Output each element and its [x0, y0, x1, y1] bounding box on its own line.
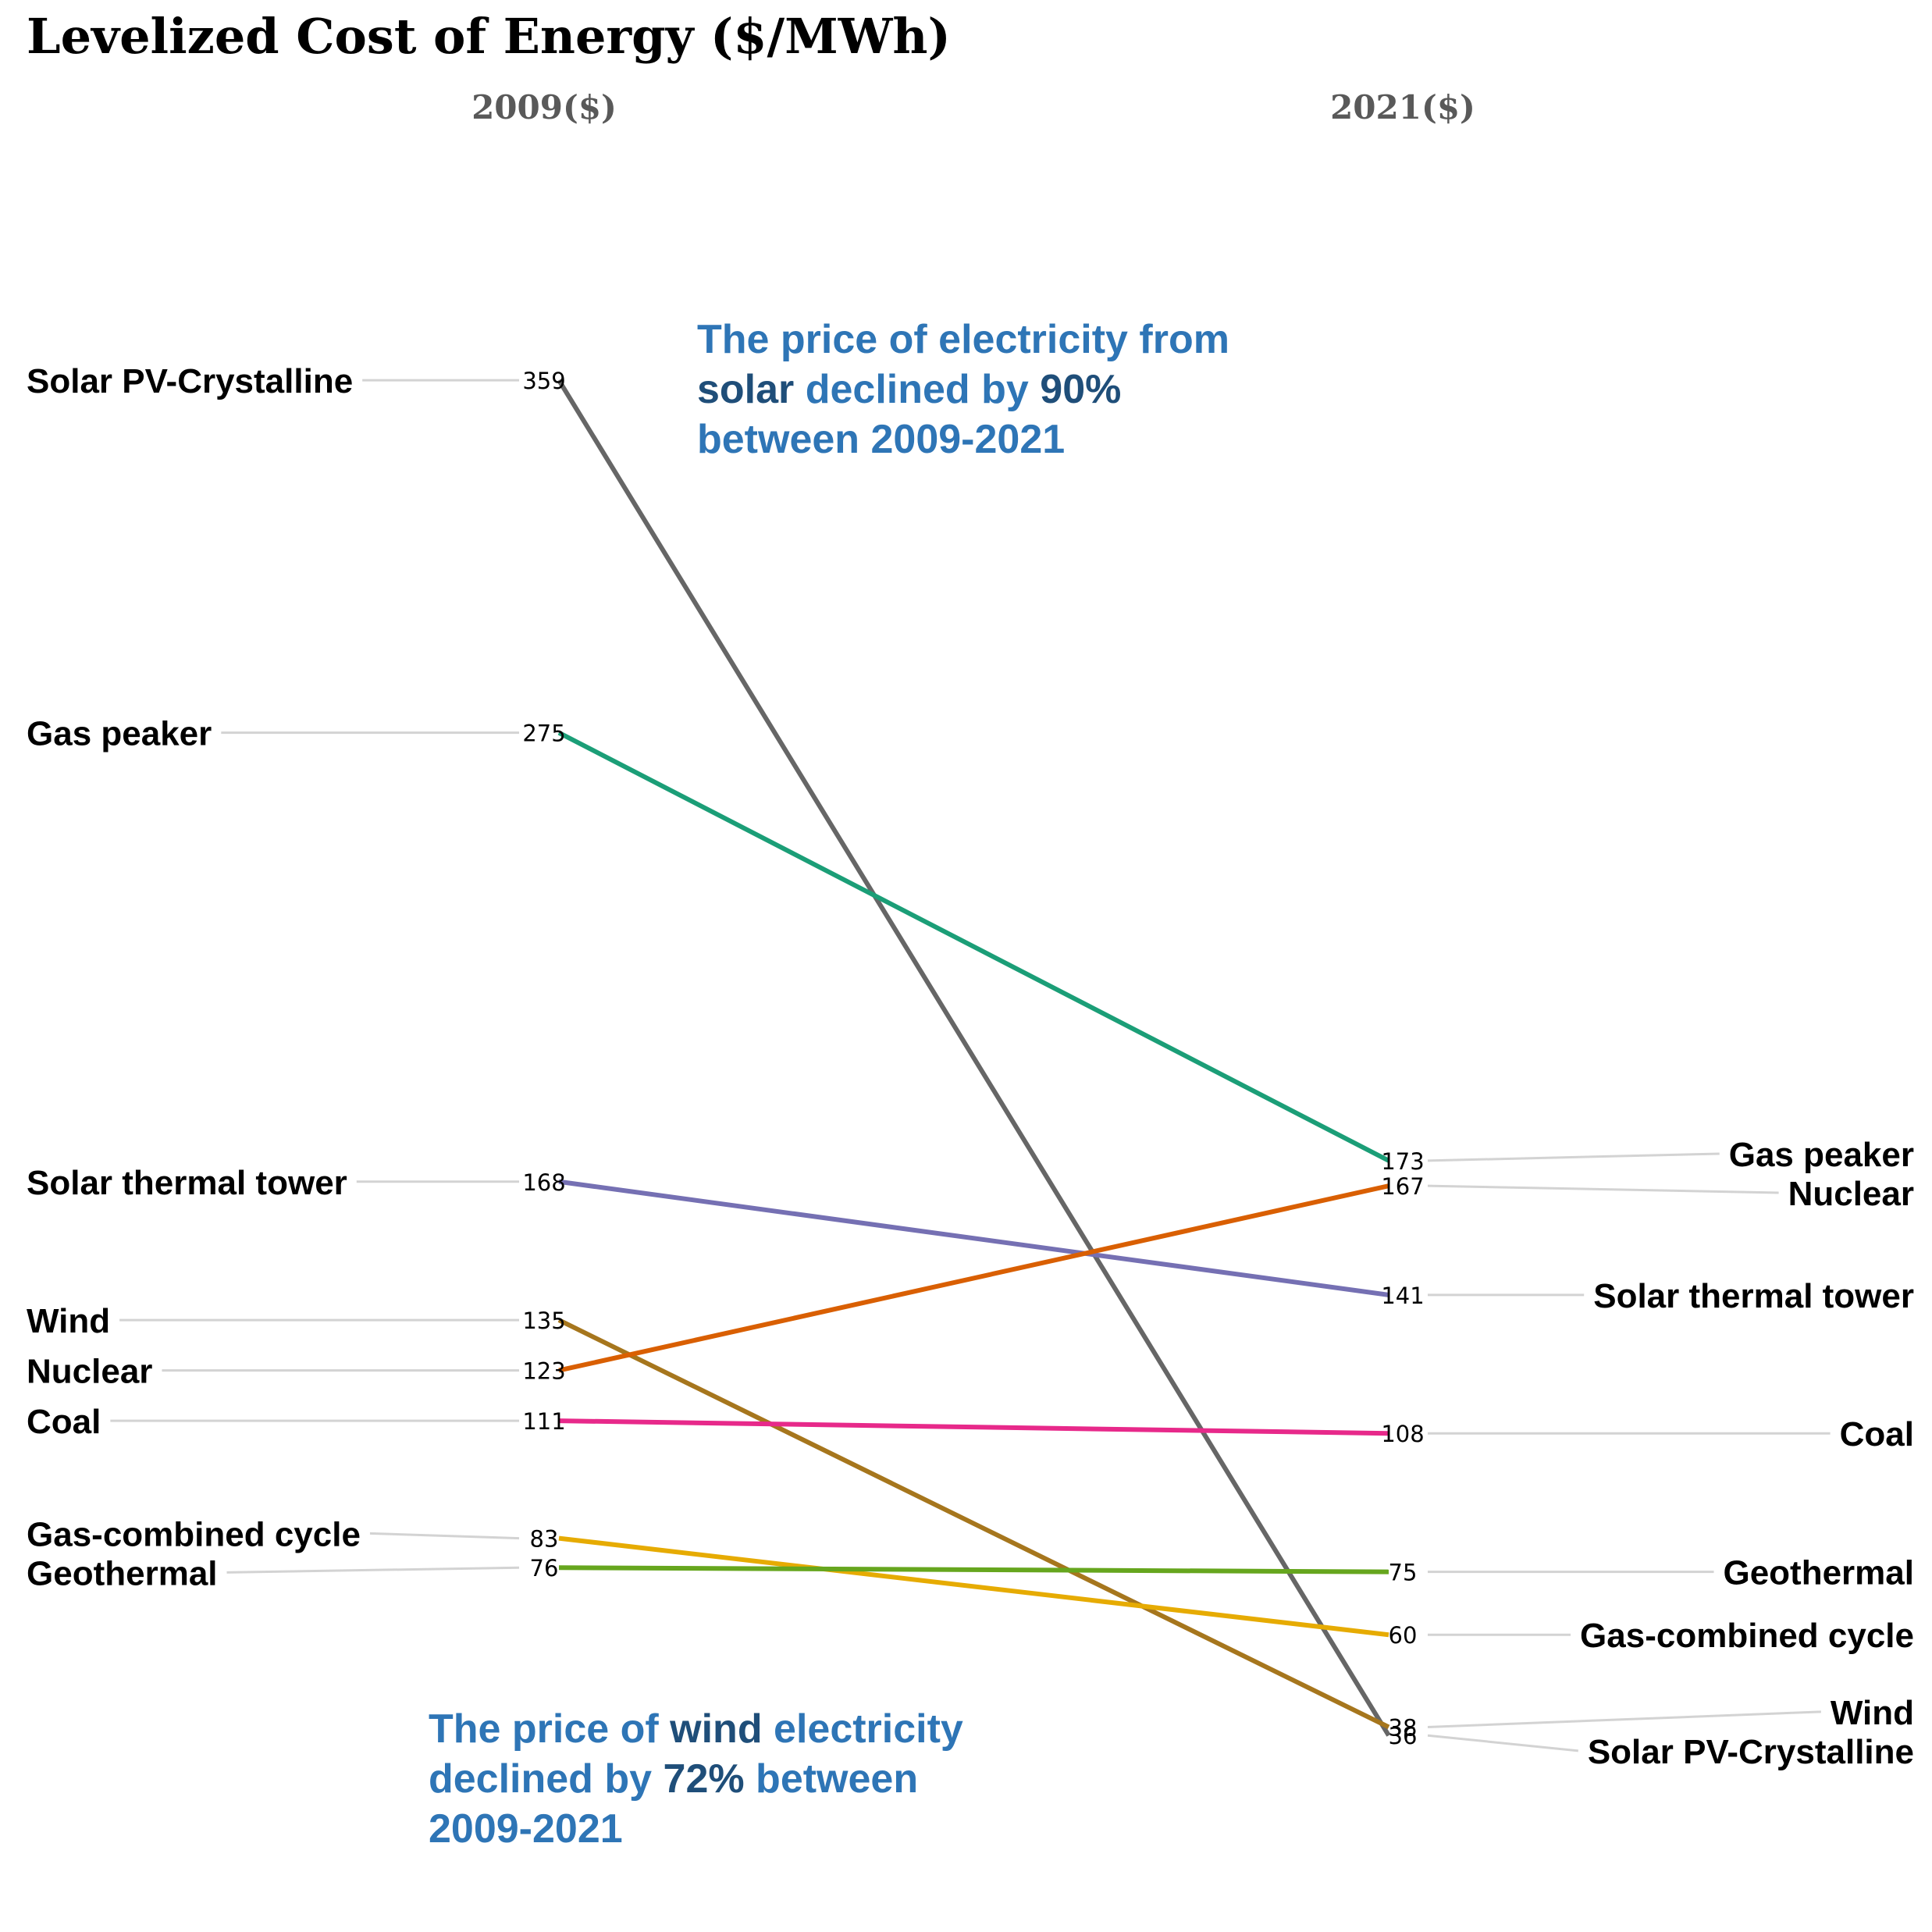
right-connector-nuclear — [1427, 1184, 1779, 1194]
slope-line-nuclear — [558, 1183, 1389, 1373]
right-value-gas-peaker: 173 — [1381, 1148, 1424, 1175]
column-header-2021: 2021($) — [1330, 88, 1475, 126]
right-value-solar-thermal-tower: 141 — [1381, 1283, 1424, 1309]
right-connector-solar-pv-crystalline — [1427, 1734, 1578, 1752]
annotation-solar-segment: solar — [697, 367, 794, 412]
annotation-solar: The price of electricity from solar decli… — [697, 317, 1229, 462]
right-connector-gas-peaker — [1427, 1152, 1720, 1162]
slope-line-geothermal — [558, 1565, 1389, 1574]
left-label-gas-combined-cycle: Gas-combined cycle — [27, 1515, 361, 1553]
right-value-coal: 108 — [1381, 1421, 1424, 1447]
annotation-wind-segment: declined by — [429, 1756, 664, 1802]
slope-line-coal — [558, 1418, 1389, 1436]
right-value-geothermal: 75 — [1389, 1560, 1418, 1586]
slope-line-wind — [557, 1318, 1390, 1730]
left-connector-gas-combined-cycle — [369, 1532, 520, 1540]
right-label-coal: Coal — [1840, 1415, 1914, 1453]
annotation-solar-segment: between 2009-2021 — [697, 417, 1065, 462]
annotation-solar-segment: 90% — [1040, 367, 1121, 412]
annotation-wind-segment: 2009-2021 — [429, 1806, 623, 1852]
annotation-wind-segment: electricity — [763, 1706, 963, 1752]
left-value-nuclear: 123 — [522, 1358, 565, 1385]
left-label-gas-peaker: Gas peaker — [27, 715, 212, 753]
right-value-solar-pv-crystalline: 36 — [1389, 1723, 1418, 1749]
annotation-wind-segment: 72% — [664, 1756, 745, 1802]
left-value-wind: 135 — [522, 1308, 565, 1334]
column-header-2009: 2009($) — [471, 88, 617, 126]
right-value-wind: 38 — [1389, 1714, 1418, 1741]
right-connector-wind — [1427, 1710, 1821, 1728]
left-value-geothermal: 76 — [530, 1555, 559, 1582]
left-value-gas-combined-cycle: 83 — [530, 1526, 559, 1553]
labels: Solar PV-Crystalline 359 36 Solar PV-Crysta… — [27, 362, 1914, 1771]
slope-line-gas-combined-cycle — [558, 1535, 1389, 1638]
right-label-nuclear: Nuclear — [1788, 1175, 1914, 1213]
annotation-wind-segment: The price of — [429, 1706, 670, 1752]
slope-line-gas-peaker — [557, 730, 1390, 1163]
right-label-solar-pv-crystalline: Solar PV-Crystalline — [1588, 1733, 1914, 1771]
left-connector-geothermal — [226, 1566, 520, 1574]
right-label-gas-combined-cycle: Gas-combined cycle — [1580, 1617, 1914, 1655]
left-label-solar-pv-crystalline: Solar PV-Crystalline — [27, 362, 353, 400]
left-label-wind: Wind — [27, 1302, 110, 1340]
right-label-wind: Wind — [1831, 1694, 1914, 1732]
label-connectors — [110, 379, 1831, 1752]
left-label-geothermal: Geothermal — [27, 1554, 218, 1592]
right-label-gas-peaker: Gas peaker — [1729, 1136, 1914, 1174]
right-value-nuclear: 167 — [1381, 1173, 1424, 1200]
right-value-gas-combined-cycle: 60 — [1389, 1622, 1418, 1649]
left-label-nuclear: Nuclear — [27, 1353, 152, 1391]
left-value-coal: 111 — [522, 1408, 565, 1435]
left-value-gas-peaker: 275 — [522, 720, 565, 747]
slope-lines — [557, 379, 1391, 1737]
left-label-solar-thermal-tower: Solar thermal tower — [27, 1164, 347, 1202]
left-value-solar-pv-crystalline: 359 — [522, 368, 565, 394]
right-label-solar-thermal-tower: Solar thermal tower — [1593, 1277, 1914, 1315]
annotations: The price of electricity from solar decli… — [429, 317, 1229, 1852]
left-label-coal: Coal — [27, 1403, 101, 1441]
left-value-solar-thermal-tower: 168 — [522, 1169, 565, 1196]
annotation-wind-segment: wind — [669, 1706, 762, 1752]
annotation-solar-segment: declined by — [794, 367, 1040, 412]
annotation-wind-segment: between — [745, 1756, 919, 1802]
slope-line-solar-pv-crystalline — [557, 379, 1391, 1737]
chart-title: Levelized Cost of Energy ($/MWh) — [27, 8, 951, 65]
annotation-wind: The price of wind electricity declined by… — [429, 1706, 963, 1852]
right-label-geothermal: Geothermal — [1723, 1554, 1914, 1592]
annotation-solar-segment: The price of electricity from — [697, 317, 1229, 362]
slope-line-solar-thermal-tower — [558, 1179, 1389, 1297]
